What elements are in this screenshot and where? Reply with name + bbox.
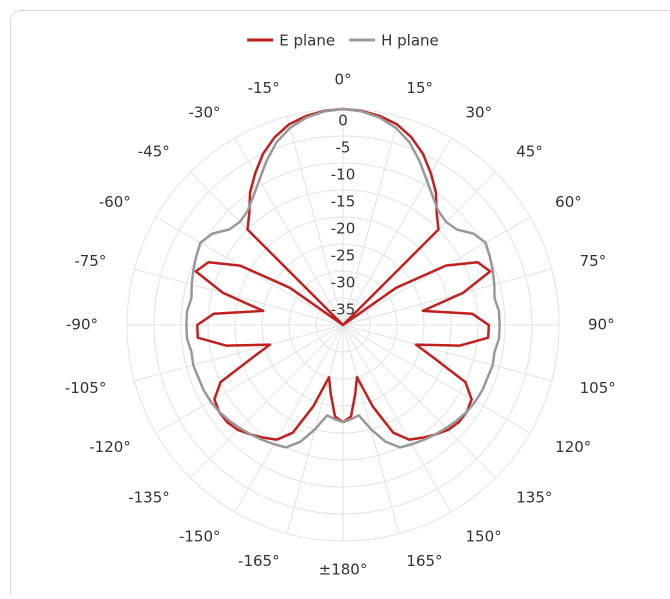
r-tick-label: -35 xyxy=(331,301,356,319)
angle-label: -30° xyxy=(189,103,221,121)
angle-label: 150° xyxy=(466,528,502,546)
angle-label: -60° xyxy=(99,193,131,211)
r-tick-label: -5 xyxy=(336,139,351,157)
legend-label: E plane xyxy=(279,32,335,50)
angle-label: -165° xyxy=(238,552,280,570)
angle-label: 105° xyxy=(580,379,616,397)
angle-label: -120° xyxy=(89,438,131,456)
angle-label: -135° xyxy=(128,489,170,507)
angle-label: -150° xyxy=(179,528,221,546)
r-tick-label: -15 xyxy=(331,193,356,211)
angle-label: -75° xyxy=(74,252,106,270)
angle-label: -90° xyxy=(66,316,98,334)
r-tick-label: -30 xyxy=(331,274,356,292)
angle-label: 30° xyxy=(466,103,493,121)
angle-label: -15° xyxy=(248,79,280,97)
angle-label: 120° xyxy=(555,438,591,456)
angle-label: -105° xyxy=(65,379,107,397)
angle-label: 0° xyxy=(334,71,351,89)
angle-label: -45° xyxy=(138,142,170,160)
r-tick-label: -25 xyxy=(331,247,356,265)
r-tick-label: 0 xyxy=(338,112,348,130)
angle-label: 75° xyxy=(580,252,607,270)
legend-label: H plane xyxy=(381,32,439,50)
angle-label: 90° xyxy=(588,316,615,334)
angle-label: 45° xyxy=(516,142,543,160)
angle-label: ±180° xyxy=(319,561,368,579)
angle-label: 15° xyxy=(406,79,433,97)
angle-label: 60° xyxy=(555,193,582,211)
r-tick-label: -10 xyxy=(331,166,356,184)
angle-label: 135° xyxy=(516,489,552,507)
r-tick-label: -20 xyxy=(331,220,356,238)
angle-label: 165° xyxy=(406,552,442,570)
